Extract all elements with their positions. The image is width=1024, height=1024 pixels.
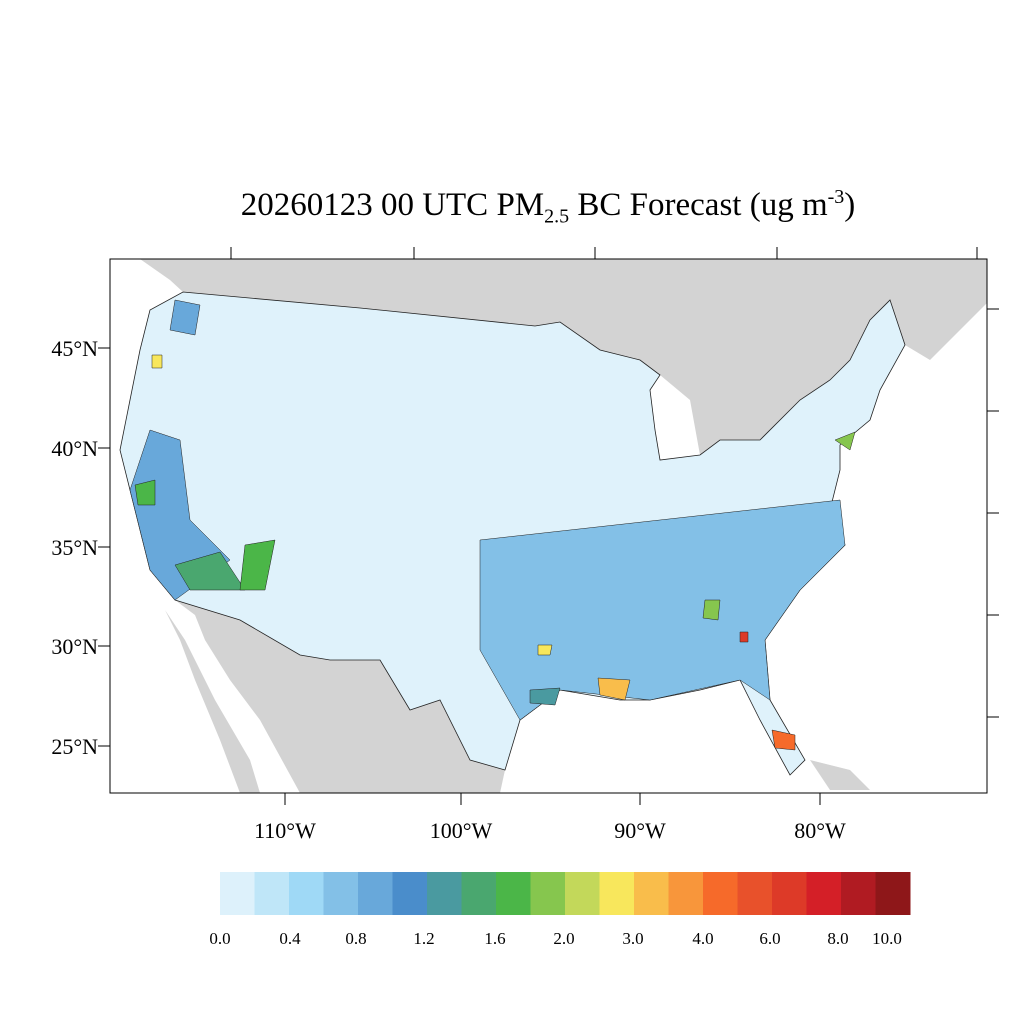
lon-labels: 110°W 100°W 90°W 80°W (254, 818, 846, 843)
plot-frame (109, 258, 988, 794)
colorbar-box (530, 872, 566, 915)
colorbar-label: 1.6 (484, 929, 505, 948)
colorbar-label: 0.4 (279, 929, 301, 948)
colorbar-box (806, 872, 842, 915)
colorbar-label: 2.0 (553, 929, 574, 948)
colorbar-box (841, 872, 876, 915)
colorbar-box (772, 872, 807, 915)
colorbar-label: 1.2 (413, 929, 434, 948)
colorbar (220, 872, 911, 915)
colorbar-label: 3.0 (622, 929, 643, 948)
lon-label: 100°W (430, 818, 493, 843)
map-title: 20260123 00 UTC PM2.5 BC Forecast (ug m-… (240, 186, 856, 228)
colorbar-box (392, 872, 428, 915)
axis-ticks (98, 247, 999, 805)
lon-label: 110°W (254, 818, 316, 843)
colorbar-box (220, 872, 255, 915)
cuba-bahamas-land (810, 760, 870, 790)
colorbar-box (737, 872, 773, 915)
colorbar-label: 8.0 (827, 929, 848, 948)
colorbar-box (668, 872, 704, 915)
colorbar-labels: 0.0 0.4 0.8 1.2 1.6 2.0 3.0 4.0 6.0 8.0 … (209, 929, 902, 948)
lat-label: 30°N (51, 634, 98, 659)
pm25-hotspots (129, 299, 856, 751)
colorbar-box (427, 872, 462, 915)
colorbar-box (461, 872, 497, 915)
mexico-land (165, 600, 505, 793)
colorbar-box (323, 872, 359, 915)
colorbar-label: 0.0 (209, 929, 230, 948)
colorbar-box (634, 872, 669, 915)
lat-label: 45°N (51, 336, 98, 361)
colorbar-box (599, 872, 635, 915)
lat-label: 40°N (51, 436, 98, 461)
colorbar-label: 0.8 (345, 929, 366, 948)
colorbar-box (496, 872, 531, 915)
colorbar-box (565, 872, 600, 915)
colorbar-box (289, 872, 324, 915)
canada-land (140, 259, 987, 455)
colorbar-label: 4.0 (692, 929, 713, 948)
colorbar-label: 6.0 (759, 929, 780, 948)
lon-label: 90°W (614, 818, 666, 843)
lon-label: 80°W (794, 818, 846, 843)
colorbar-box (875, 872, 911, 915)
colorbar-box (254, 872, 290, 915)
colorbar-box (703, 872, 738, 915)
colorbar-box (358, 872, 393, 915)
colorbar-label: 10.0 (872, 929, 902, 948)
lat-labels: 45°N 40°N 35°N 30°N 25°N (51, 336, 98, 759)
lat-label: 25°N (51, 734, 98, 759)
lat-label: 35°N (51, 535, 98, 560)
